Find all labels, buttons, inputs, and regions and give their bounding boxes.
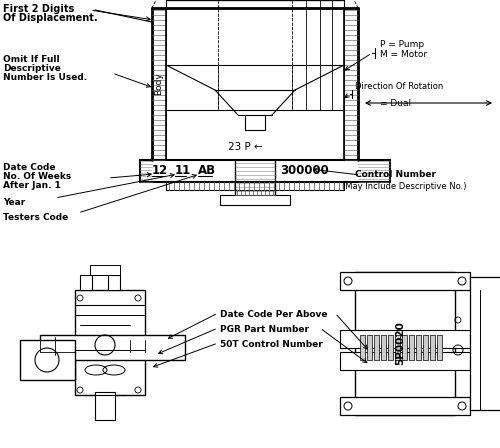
Text: Number Is Used.: Number Is Used. [3,73,87,82]
Text: Of Displacement.: Of Displacement. [3,13,98,23]
Text: Descriptive: Descriptive [3,64,61,73]
Bar [423,335,428,360]
Text: Date Code Per Above: Date Code Per Above [220,310,328,319]
Bar [340,330,470,348]
Text: Control Number: Control Number [355,169,436,178]
Text: 50T Control Number: 50T Control Number [220,340,323,349]
Bar [80,275,92,290]
Text: Omit If Full: Omit If Full [3,55,59,64]
Text: 12: 12 [152,164,168,177]
Text: (May Include Descriptive No.): (May Include Descriptive No.) [342,181,466,190]
Bar [140,160,390,182]
Bar [344,8,358,160]
Text: = Dual: = Dual [380,99,411,108]
Bar [437,335,442,360]
Bar [166,0,344,8]
Text: 11: 11 [175,164,191,177]
Text: Year: Year [3,198,25,207]
Text: Direction Of Rotation: Direction Of Rotation [355,82,444,90]
Text: AB: AB [198,164,216,177]
Bar [95,392,115,420]
Bar [340,272,470,290]
Bar [360,335,365,360]
Text: Body: Body [154,73,164,95]
Bar [152,8,166,160]
Text: 300000: 300000 [280,164,329,177]
Text: 23 P ←: 23 P ← [228,142,263,152]
Bar [430,335,435,360]
Bar [340,352,470,370]
Bar [374,335,379,360]
Bar [367,335,372,360]
Bar [402,335,407,360]
Bar [220,195,290,205]
Text: Testers Code: Testers Code [3,213,68,222]
Text: After Jan. 1: After Jan. 1 [3,181,61,190]
Bar [90,265,120,275]
Bar [470,277,500,410]
Bar [388,335,393,360]
Bar [108,275,120,290]
Bar [416,335,421,360]
Bar [340,397,470,415]
Bar [395,335,400,360]
Bar [409,335,414,360]
Bar [381,335,386,360]
Text: Date Code: Date Code [3,163,56,172]
Text: PGR Part Number: PGR Part Number [220,325,309,334]
Bar [20,340,75,380]
Text: P = Pump: P = Pump [380,39,424,48]
Text: M = Motor: M = Motor [380,49,427,59]
Bar [75,290,145,395]
Bar [40,335,185,360]
Text: 5P0020: 5P0020 [395,322,405,366]
Bar [355,272,455,415]
Text: First 2 Digits: First 2 Digits [3,4,74,14]
Text: No. Of Weeks: No. Of Weeks [3,172,71,181]
